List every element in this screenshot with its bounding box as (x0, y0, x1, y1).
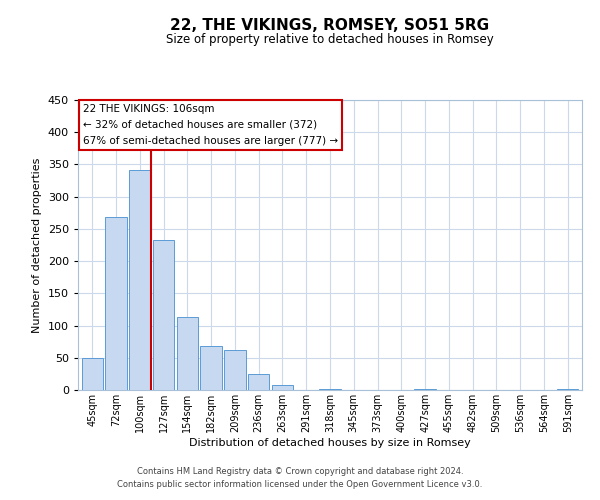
Text: 22, THE VIKINGS, ROMSEY, SO51 5RG: 22, THE VIKINGS, ROMSEY, SO51 5RG (170, 18, 490, 32)
Bar (272, 386, 293, 390)
X-axis label: Distribution of detached houses by size in Romsey: Distribution of detached houses by size … (189, 438, 471, 448)
Bar (129, 170, 151, 390)
Bar (200, 346, 222, 390)
Bar (557, 388, 578, 390)
Y-axis label: Number of detached properties: Number of detached properties (32, 158, 42, 332)
Text: Contains HM Land Registry data © Crown copyright and database right 2024.: Contains HM Land Registry data © Crown c… (137, 467, 463, 476)
Text: 22 THE VIKINGS: 106sqm
← 32% of detached houses are smaller (372)
67% of semi-de: 22 THE VIKINGS: 106sqm ← 32% of detached… (83, 104, 338, 146)
Bar (106, 218, 127, 390)
Bar (224, 350, 245, 390)
Bar (176, 317, 198, 390)
Bar (319, 388, 341, 390)
Bar (82, 358, 103, 390)
Text: Contains public sector information licensed under the Open Government Licence v3: Contains public sector information licen… (118, 480, 482, 489)
Text: Size of property relative to detached houses in Romsey: Size of property relative to detached ho… (166, 32, 494, 46)
Bar (153, 240, 174, 390)
Bar (248, 374, 269, 390)
